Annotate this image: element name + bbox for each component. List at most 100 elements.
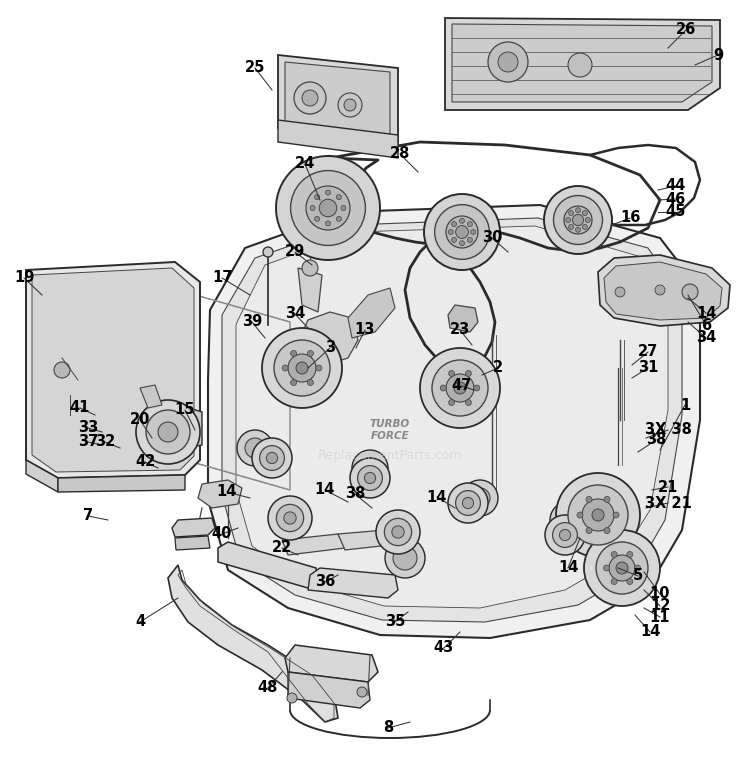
Text: 14: 14 <box>640 625 660 639</box>
Text: 4: 4 <box>135 615 145 629</box>
Text: 10: 10 <box>650 587 670 601</box>
Polygon shape <box>308 568 398 598</box>
Circle shape <box>452 237 457 242</box>
Circle shape <box>460 241 464 245</box>
Circle shape <box>320 199 337 217</box>
Circle shape <box>290 379 296 385</box>
Circle shape <box>583 211 587 216</box>
Circle shape <box>274 340 330 396</box>
Text: 38: 38 <box>345 486 365 502</box>
Circle shape <box>455 491 481 515</box>
Polygon shape <box>26 460 58 492</box>
Polygon shape <box>172 518 215 537</box>
Text: 47: 47 <box>452 378 472 394</box>
Circle shape <box>596 542 648 594</box>
Polygon shape <box>168 565 338 722</box>
Polygon shape <box>298 312 358 365</box>
Circle shape <box>352 450 388 486</box>
Circle shape <box>296 362 308 374</box>
Text: 35: 35 <box>385 615 405 629</box>
Text: 6: 6 <box>701 318 711 333</box>
Text: 28: 28 <box>390 147 410 162</box>
Text: 36: 36 <box>315 575 335 590</box>
Circle shape <box>302 90 318 106</box>
Text: 30: 30 <box>482 230 502 245</box>
Circle shape <box>420 348 500 428</box>
Circle shape <box>237 430 273 466</box>
Circle shape <box>245 438 265 458</box>
Circle shape <box>432 360 488 416</box>
Circle shape <box>572 214 584 226</box>
Circle shape <box>358 466 382 490</box>
Circle shape <box>627 552 633 558</box>
Circle shape <box>609 555 635 581</box>
Text: 12: 12 <box>650 599 670 613</box>
Text: 20: 20 <box>130 413 150 427</box>
Circle shape <box>337 195 341 200</box>
Circle shape <box>604 527 610 534</box>
Circle shape <box>568 485 628 545</box>
Circle shape <box>568 211 574 216</box>
Circle shape <box>290 350 296 356</box>
Polygon shape <box>26 262 200 478</box>
Circle shape <box>440 385 446 391</box>
Circle shape <box>310 205 315 211</box>
Polygon shape <box>130 400 202 452</box>
Text: 42: 42 <box>135 454 155 470</box>
Circle shape <box>344 99 356 111</box>
Text: 14: 14 <box>217 485 237 499</box>
Circle shape <box>470 488 490 508</box>
Circle shape <box>467 222 472 226</box>
Text: 14: 14 <box>427 489 447 505</box>
Circle shape <box>337 217 341 221</box>
Circle shape <box>586 496 592 502</box>
Circle shape <box>592 509 604 521</box>
Text: 8: 8 <box>382 720 393 736</box>
Circle shape <box>460 218 464 223</box>
Circle shape <box>585 217 590 223</box>
Text: 3X 21: 3X 21 <box>644 496 692 511</box>
Text: 14: 14 <box>315 483 335 498</box>
Text: 44: 44 <box>666 179 686 194</box>
Circle shape <box>158 422 178 442</box>
Polygon shape <box>140 385 162 408</box>
Circle shape <box>604 565 610 571</box>
Text: 24: 24 <box>295 157 315 172</box>
Text: TURBO
FORCE: TURBO FORCE <box>370 420 410 441</box>
Circle shape <box>294 82 326 114</box>
Text: 43: 43 <box>433 641 454 655</box>
Circle shape <box>564 206 592 234</box>
Circle shape <box>350 458 390 498</box>
Circle shape <box>146 410 190 454</box>
Text: 29: 29 <box>285 245 305 259</box>
Circle shape <box>384 518 412 546</box>
Circle shape <box>560 530 571 540</box>
Text: 37: 37 <box>78 435 98 449</box>
Circle shape <box>252 438 292 478</box>
Text: 45: 45 <box>666 204 686 220</box>
Circle shape <box>634 565 640 571</box>
Circle shape <box>276 156 380 260</box>
Circle shape <box>627 578 633 584</box>
Polygon shape <box>58 475 185 492</box>
Text: 41: 41 <box>70 401 90 416</box>
Circle shape <box>611 552 617 558</box>
Circle shape <box>682 284 698 300</box>
Circle shape <box>466 400 472 406</box>
Text: 40: 40 <box>211 527 232 541</box>
Circle shape <box>455 226 469 239</box>
Circle shape <box>544 186 612 254</box>
Circle shape <box>357 687 367 697</box>
Text: 9: 9 <box>713 47 723 62</box>
Circle shape <box>446 216 478 248</box>
Polygon shape <box>175 536 210 550</box>
Circle shape <box>575 207 580 213</box>
Text: 21: 21 <box>658 480 678 495</box>
Circle shape <box>586 527 592 534</box>
Text: 17: 17 <box>211 271 232 286</box>
Text: 38: 38 <box>646 432 666 448</box>
Circle shape <box>288 354 316 382</box>
Circle shape <box>448 370 454 376</box>
Circle shape <box>424 194 500 270</box>
Circle shape <box>266 452 278 464</box>
